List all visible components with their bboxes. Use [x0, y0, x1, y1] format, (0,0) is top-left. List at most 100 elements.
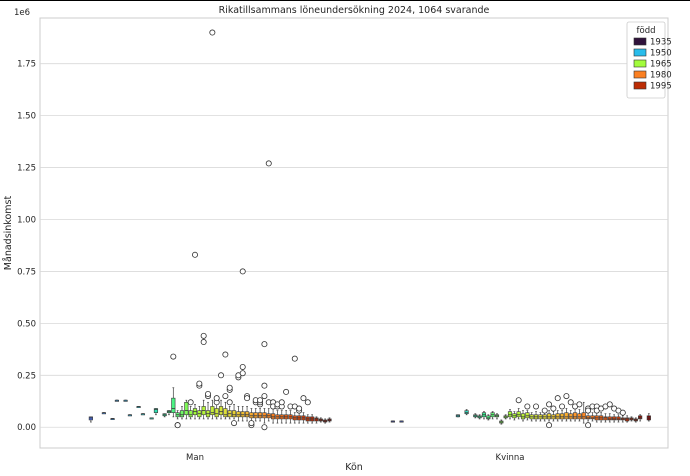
box-iqr	[262, 412, 267, 419]
outlier-point	[196, 380, 203, 387]
box-man-1976	[231, 404, 238, 427]
outlier-point	[559, 403, 566, 410]
y-tick-label: 0.75	[17, 267, 36, 277]
box-man-1951	[123, 399, 128, 402]
box-iqr	[577, 413, 582, 420]
box-man-1978	[239, 268, 246, 422]
outlier-point	[619, 409, 626, 416]
y-tick-label: 1.00	[17, 215, 36, 225]
box-series	[88, 29, 651, 431]
box-man-1982	[257, 397, 264, 422]
outlier-point	[213, 395, 220, 402]
box-man-1983	[261, 341, 268, 431]
box-man-1958	[153, 408, 159, 416]
box-man-1987	[278, 399, 285, 424]
box-kvinna-1995	[629, 416, 634, 422]
box-kvinna-1999	[646, 413, 651, 422]
y-tick-label: 1.50	[17, 112, 36, 122]
outlier-point	[546, 401, 553, 408]
box-man-1952	[127, 414, 133, 417]
box-kvinna-1996	[633, 417, 638, 423]
box-iqr	[179, 410, 185, 418]
outlier-point	[239, 370, 246, 377]
box-man-1974	[222, 351, 229, 420]
box-iqr	[88, 416, 93, 421]
box-iqr	[581, 412, 586, 420]
box-kvinna-1986	[589, 403, 596, 422]
outlier-point	[244, 395, 251, 402]
legend-label: 1950	[650, 49, 672, 59]
box-man-1960	[162, 413, 167, 418]
y-tick-label: 0.50	[17, 319, 36, 329]
box-iqr	[464, 410, 469, 415]
box-man-1957	[149, 417, 154, 420]
box-kvinna-1968	[512, 411, 517, 421]
outlier-point	[239, 268, 246, 275]
box-man-1992	[300, 395, 307, 424]
box-kvinna-1971	[524, 403, 531, 421]
box-kvinna-1966	[503, 414, 508, 420]
box-man-1954	[136, 406, 141, 408]
box-kvinna-1965	[499, 419, 504, 425]
outlier-point	[218, 372, 225, 379]
box-kvinna-1970	[520, 410, 526, 422]
outlier-point	[200, 332, 207, 339]
box-iqr	[253, 412, 258, 419]
box-kvinna-1981	[567, 399, 574, 422]
box-kvinna-1991	[611, 405, 618, 423]
box-iqr	[231, 410, 237, 418]
box-man-1993	[304, 399, 311, 424]
box-kvinna-1978	[554, 395, 561, 422]
x-axis-ticks: Man Kvinna	[186, 453, 524, 463]
outlier-point	[541, 407, 548, 414]
box-man-1989	[287, 403, 294, 424]
box-kvinna-1969	[515, 397, 522, 420]
box-iqr	[271, 413, 276, 420]
outlier-point	[205, 390, 212, 397]
legend-title: född	[637, 26, 656, 36]
outlier-point	[515, 397, 522, 404]
box-kvinna-1983	[576, 401, 583, 422]
outlier-point	[170, 353, 177, 360]
box-kvinna-1967	[507, 409, 513, 420]
box-man-1990	[291, 355, 298, 424]
box-man-1981	[252, 397, 259, 422]
box-iqr	[153, 408, 159, 413]
box-man-1962	[170, 353, 177, 418]
legend-swatch	[633, 37, 647, 46]
box-kvinna-1961	[481, 411, 487, 420]
box-kvinna-1989	[602, 403, 609, 423]
legend-label: 1965	[650, 60, 672, 70]
outlier-point	[283, 388, 290, 395]
outlier-point	[261, 341, 268, 348]
box-man-1997	[323, 418, 328, 424]
box-man-1949	[114, 399, 119, 402]
chart-title: Rikatillsammans löneundersökning 2024, 1…	[219, 5, 490, 16]
box-man-1996	[318, 417, 323, 423]
box-kvinna-1984	[581, 401, 586, 424]
box-kvinna-1987	[593, 403, 600, 423]
box-man-1967	[191, 251, 198, 420]
box-man-1977	[235, 372, 242, 422]
box-iqr	[612, 416, 617, 421]
outlier-point	[300, 395, 307, 402]
box-kvinna-1959	[473, 413, 478, 419]
legend-swatch	[633, 59, 647, 68]
box-iqr	[638, 415, 643, 420]
outlier-point	[174, 422, 181, 429]
box-iqr	[486, 415, 491, 420]
box-man-1948	[110, 418, 115, 421]
outlier-point	[187, 399, 194, 406]
box-iqr	[516, 411, 521, 418]
x-tick-label: Man	[186, 453, 204, 463]
box-man-1971	[209, 29, 216, 420]
outlier-point	[278, 399, 285, 406]
outlier-point	[291, 355, 298, 362]
box-iqr	[625, 417, 630, 422]
y-tick-label: 0.25	[17, 371, 36, 381]
box-iqr	[171, 397, 176, 413]
outlier-point	[257, 397, 264, 404]
box-iqr	[218, 406, 224, 416]
box-kvinna-1960	[477, 414, 482, 420]
outlier-point	[563, 393, 570, 400]
